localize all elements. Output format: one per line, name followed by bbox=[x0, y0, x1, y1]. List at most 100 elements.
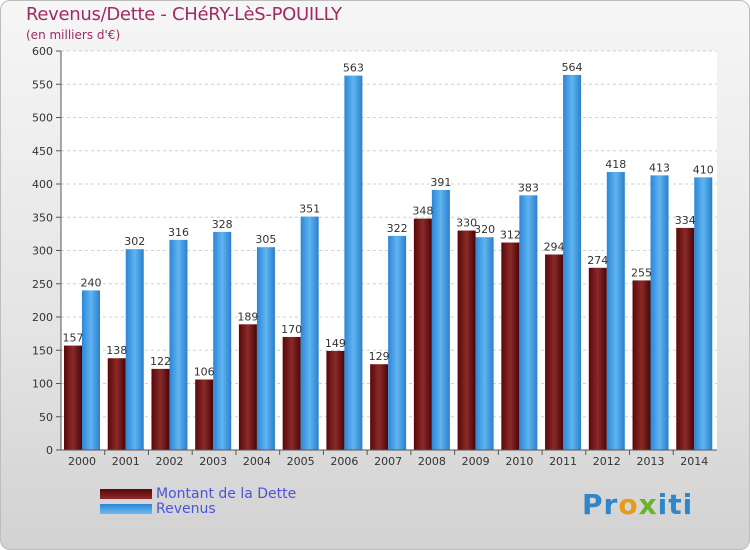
legend-label-debt: Montant de la Dette bbox=[156, 486, 297, 502]
bar-dette-2013 bbox=[632, 280, 651, 450]
x-tick-label: 2013 bbox=[637, 455, 665, 468]
x-tick-label: 2006 bbox=[330, 455, 358, 468]
legend-swatch-debt bbox=[100, 489, 152, 499]
bar-dette-2005 bbox=[282, 336, 301, 450]
value-label: 240 bbox=[81, 276, 102, 289]
value-label: 348 bbox=[412, 205, 433, 218]
legend-item-revenus: Revenus bbox=[100, 501, 216, 517]
value-label: 322 bbox=[387, 222, 408, 235]
value-label: 129 bbox=[369, 350, 390, 363]
logo-part-2: o bbox=[618, 488, 639, 521]
bar-dette-2009 bbox=[457, 230, 476, 450]
legend-item-debt: Montant de la Dette bbox=[100, 486, 297, 502]
bar-revenus-2008 bbox=[431, 189, 450, 451]
bar-revenus-2004 bbox=[256, 247, 275, 450]
x-tick-label: 2009 bbox=[462, 455, 490, 468]
x-tick-label: 2002 bbox=[155, 455, 183, 468]
y-tick-label: 50 bbox=[39, 411, 53, 424]
chart-subtitle: (en milliers d'€) bbox=[26, 28, 121, 42]
bar-revenus-2003 bbox=[213, 231, 232, 450]
x-tick-label: 2003 bbox=[199, 455, 227, 468]
bar-revenus-2002 bbox=[169, 239, 188, 450]
bar-revenus-2013 bbox=[650, 175, 669, 451]
x-tick-label: 2012 bbox=[593, 455, 621, 468]
value-label: 302 bbox=[124, 235, 145, 248]
legend-swatch-revenus bbox=[100, 504, 152, 514]
bar-dette-2004 bbox=[238, 324, 257, 450]
logo-part-4: iti bbox=[657, 488, 694, 521]
bar-revenus-2014 bbox=[694, 177, 713, 450]
x-tick-label: 2010 bbox=[505, 455, 533, 468]
y-tick-label: 550 bbox=[32, 78, 53, 91]
bar-dette-2006 bbox=[326, 350, 345, 450]
x-tick-label: 2011 bbox=[549, 455, 577, 468]
x-tick-label: 2007 bbox=[374, 455, 402, 468]
value-label: 170 bbox=[281, 323, 302, 336]
value-label: 391 bbox=[430, 176, 451, 189]
x-tick-label: 2005 bbox=[287, 455, 315, 468]
bar-revenus-2001 bbox=[125, 249, 144, 450]
value-label: 328 bbox=[212, 218, 233, 231]
value-label: 563 bbox=[343, 62, 364, 75]
y-tick-label: 500 bbox=[32, 112, 53, 125]
bar-dette-2014 bbox=[676, 227, 695, 450]
x-tick-label: 2004 bbox=[243, 455, 271, 468]
value-label: 274 bbox=[587, 254, 608, 267]
value-label: 255 bbox=[631, 266, 652, 279]
value-label: 410 bbox=[693, 163, 714, 176]
bar-dette-2003 bbox=[195, 379, 214, 450]
value-label: 564 bbox=[562, 61, 583, 74]
y-tick-label: 150 bbox=[32, 344, 53, 357]
value-label: 413 bbox=[649, 161, 670, 174]
bar-dette-2000 bbox=[64, 345, 82, 450]
y-tick-label: 400 bbox=[32, 178, 53, 191]
y-tick-label: 100 bbox=[32, 378, 53, 391]
x-tick-label: 2008 bbox=[418, 455, 446, 468]
value-label: 312 bbox=[500, 229, 521, 242]
value-label: 334 bbox=[675, 214, 696, 227]
x-tick-label: 2001 bbox=[112, 455, 140, 468]
x-tick-label: 2000 bbox=[68, 455, 96, 468]
legend-label-revenus: Revenus bbox=[156, 501, 216, 517]
bar-dette-2001 bbox=[107, 358, 126, 450]
bar-revenus-2000 bbox=[82, 290, 100, 450]
value-label: 316 bbox=[168, 226, 189, 239]
y-tick-label: 350 bbox=[32, 211, 53, 224]
value-label: 305 bbox=[255, 233, 276, 246]
y-tick-label: 250 bbox=[32, 278, 53, 291]
y-tick-label: 200 bbox=[32, 311, 53, 324]
bar-revenus-2007 bbox=[388, 235, 407, 450]
bar-revenus-2012 bbox=[606, 172, 625, 450]
value-label: 383 bbox=[518, 181, 539, 194]
value-label: 330 bbox=[456, 217, 477, 230]
bar-revenus-2005 bbox=[300, 216, 319, 450]
value-label: 320 bbox=[474, 223, 495, 236]
bar-revenus-2010 bbox=[519, 195, 538, 450]
y-tick-label: 450 bbox=[32, 145, 53, 158]
value-label: 149 bbox=[325, 337, 346, 350]
value-label: 157 bbox=[63, 332, 84, 345]
value-label: 294 bbox=[544, 240, 565, 253]
bar-revenus-2011 bbox=[563, 74, 582, 450]
y-tick-label: 0 bbox=[46, 444, 53, 457]
value-label: 138 bbox=[106, 344, 127, 357]
value-label: 106 bbox=[194, 366, 215, 379]
value-label: 122 bbox=[150, 355, 171, 368]
bar-dette-2011 bbox=[545, 254, 564, 450]
bar-revenus-2006 bbox=[344, 75, 363, 450]
y-tick-label: 300 bbox=[32, 245, 53, 258]
value-label: 418 bbox=[605, 158, 626, 171]
value-label: 351 bbox=[299, 203, 320, 216]
logo-part-1: Pr bbox=[582, 488, 619, 521]
bar-dette-2008 bbox=[413, 218, 432, 450]
bar-dette-2007 bbox=[370, 364, 389, 450]
y-tick-label: 600 bbox=[32, 45, 53, 58]
bar-dette-2002 bbox=[151, 368, 170, 450]
logo-part-3: x bbox=[638, 488, 658, 521]
x-tick-label: 2014 bbox=[680, 455, 708, 468]
chart-title: Revenus/Dette - CHéRY-LèS-POUILLY bbox=[26, 4, 342, 25]
proxiti-logo: Proxiti bbox=[582, 488, 693, 521]
bar-dette-2012 bbox=[588, 267, 607, 450]
bar-dette-2010 bbox=[501, 242, 520, 450]
